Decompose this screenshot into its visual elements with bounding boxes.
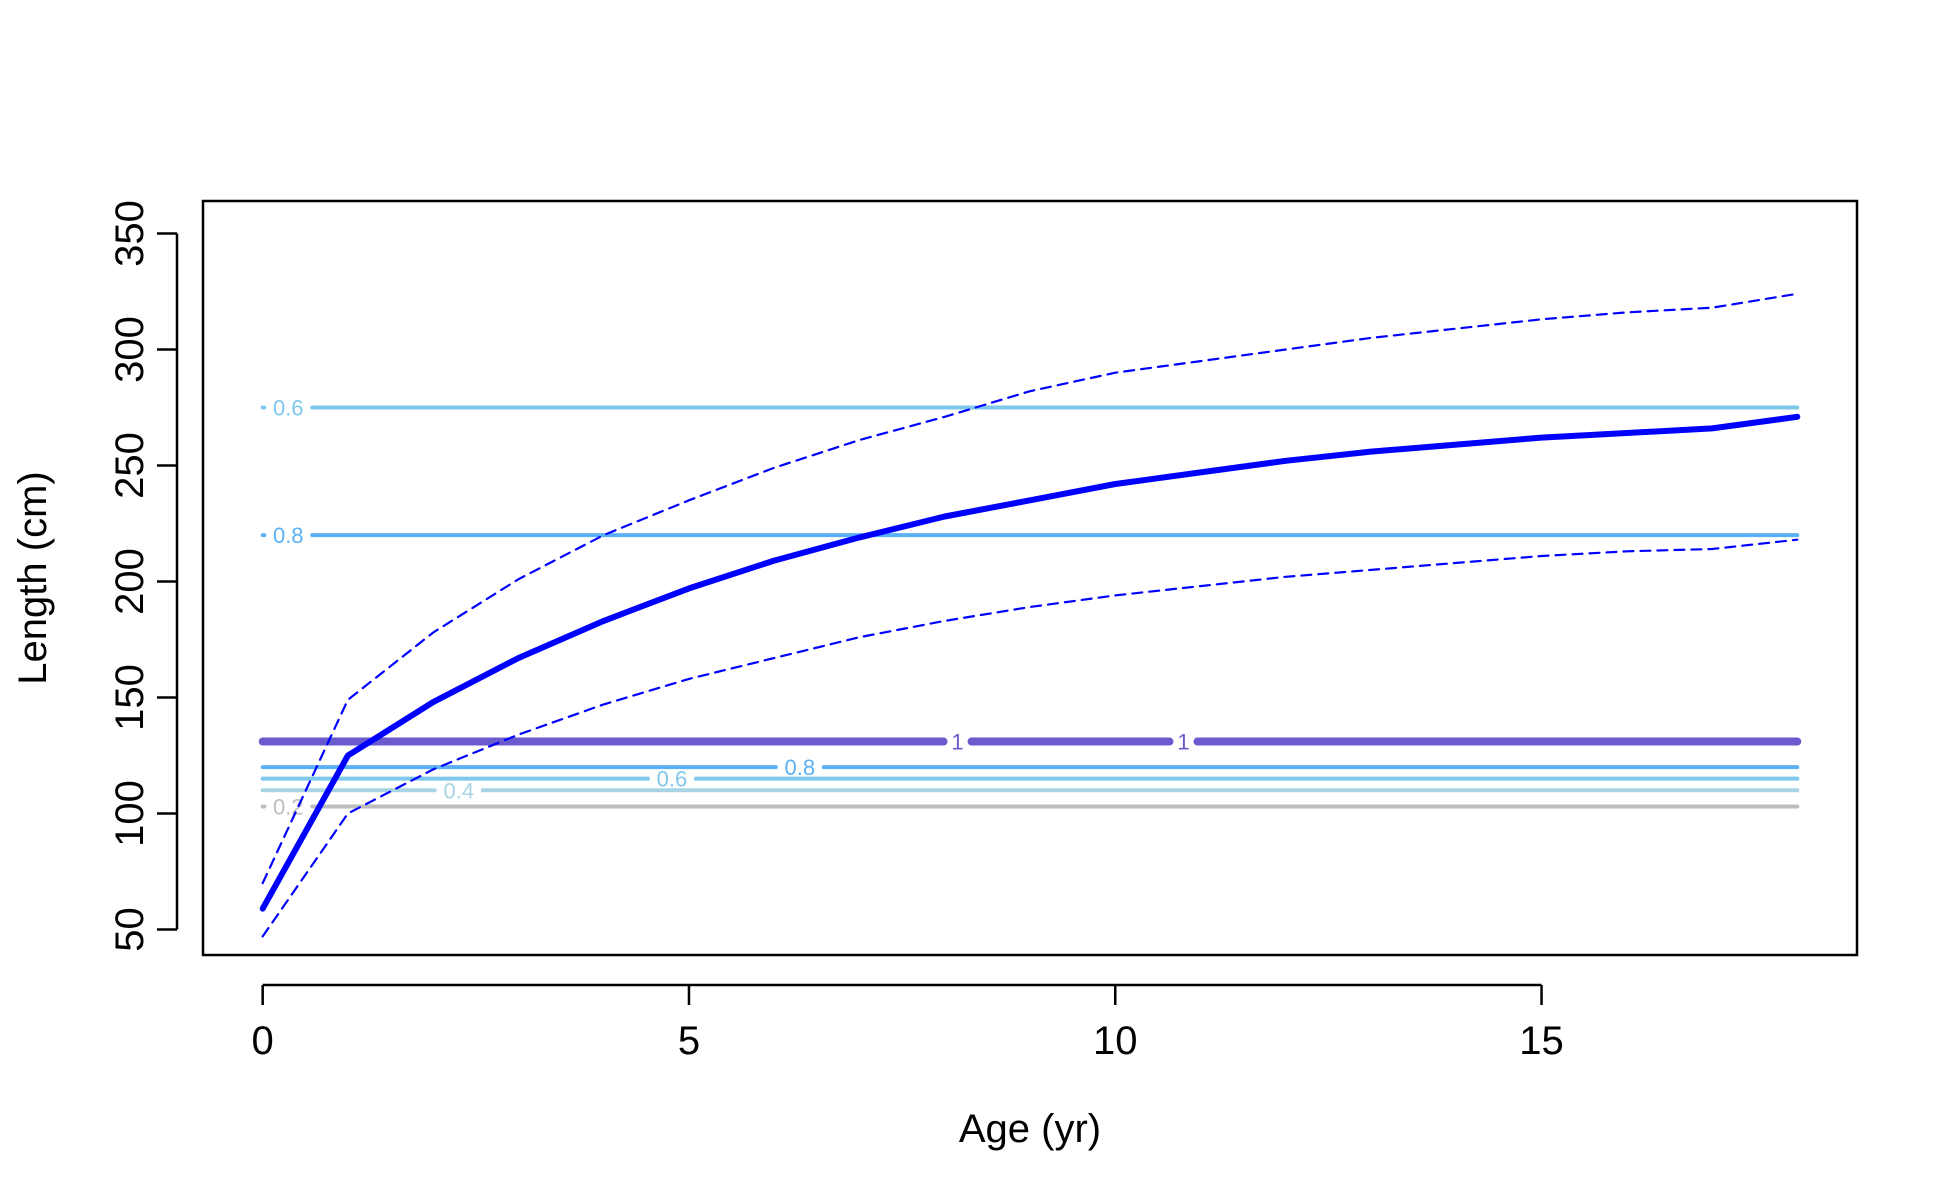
contour-label-4-0: 0.6 [657,767,688,792]
x-axis-title: Age (yr) [959,1107,1101,1151]
x-tick-label: 0 [252,1019,274,1063]
y-tick-label: 350 [108,200,152,267]
contour-label-3-0: 0.8 [785,755,816,780]
y-tick-label: 200 [108,548,152,615]
interval-line-1 [261,292,1799,885]
x-tick-label: 5 [678,1019,700,1063]
x-tick-label: 10 [1093,1019,1138,1063]
y-axis: 50 100 150 200 250 300 350 [108,200,179,952]
contour-label-2-0: 1 [951,730,963,755]
interval-line-2 [261,538,1799,938]
plot-frame [201,199,1859,957]
y-tick-label: 150 [108,664,152,731]
contour-label-2-1: 1 [1177,730,1189,755]
x-axis: 0 5 10 15 [252,983,1564,1063]
series-layer [259,292,1801,938]
y-axis-title: Length (cm) [11,471,55,684]
x-tick-label: 15 [1519,1019,1564,1063]
y-tick-label: 300 [108,316,152,383]
contour-layer: 0.60.81 10.80.60.40.2 [258,395,1802,820]
mean-growth-line [259,413,1801,912]
y-tick-label: 50 [108,907,152,952]
y-tick-label: 250 [108,432,152,499]
contour-label-5-0: 0.4 [443,778,474,803]
y-tick-label: 100 [108,780,152,847]
contour-label-1-0: 0.8 [273,523,304,548]
contour-label-0-0: 0.6 [273,395,304,420]
